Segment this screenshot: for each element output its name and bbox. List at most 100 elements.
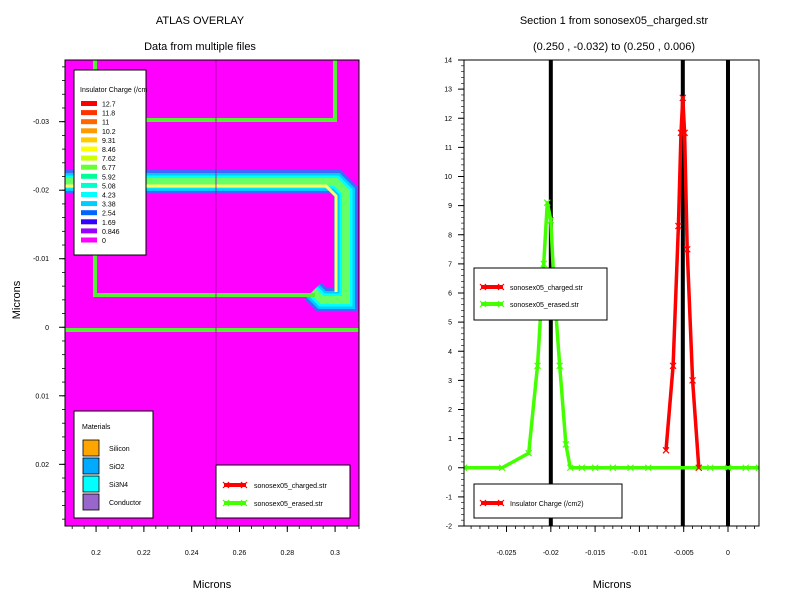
right-xtick-label-2: -0.015 [585,550,605,557]
right-legend-marker-start-0 [479,283,487,291]
right-xlabel: Microns [593,579,632,591]
left-title: ATLAS OVERLAY [156,15,245,27]
right-subtitle: (0.250 , -0.032) to (0.250 , 0.006) [533,41,695,53]
colorbar-swatch-4 [81,137,97,143]
colorbar-label-1: 11.8 [102,111,115,118]
left-axes: 0.2 0.22 0.24 0.26 0.28 0.3 -0.03 -0.02 -0.01 0 0.… [33,66,360,557]
left-plot-frame [64,59,360,527]
colorbar-swatch-11 [81,201,97,207]
colorbar-legend: Insulator Charge (/cm 12.7 11.8 11 10.2 9.31… [73,69,147,256]
series-0-point-0 [662,446,670,454]
right-ytick-label-1: -1 [446,494,452,501]
series-0-point-1 [669,362,677,370]
series-1-point-15 [644,464,652,472]
right-legend-marker-end-1 [497,300,505,308]
colorbar-swatch-7 [81,164,97,170]
material-swatch-3 [82,493,100,511]
right-ytick-label-10: 8 [448,232,452,239]
right-quantity-legend: Insulator Charge (/cm2) [473,483,623,519]
series-1-point-10 [566,464,574,472]
series-1-point-0 [464,464,468,472]
colorbar-label-7: 6.77 [102,165,116,172]
colorbar-swatch-13 [81,219,97,225]
series-1-point-12 [591,464,599,472]
series-1-point-1 [498,464,506,472]
right-axes: -0.025 -0.02 -0.015 -0.01 -0.005 0-2-10123456… [444,58,755,557]
material-swatch-2 [82,475,100,493]
series-0-point-8 [695,464,703,472]
series-0-point-2 [674,222,682,230]
charge-contour [65,170,358,312]
right-ytick-label-5: 3 [448,378,452,385]
colorbar-swatch-12 [81,210,97,216]
series-1-point-11 [578,464,586,472]
series-1-point-3 [534,362,541,370]
colorbar-swatch-2 [81,119,97,125]
material-label-0: Silicon [109,446,130,453]
quantity-legend-label-0: Insulator Charge (/cm2) [510,501,584,508]
right-xtick-label-1: -0.02 [543,550,559,557]
right-legend-marker-end-0 [497,283,505,291]
series-1-point-9 [562,441,570,448]
series-1-point-2 [525,449,533,457]
series-1-point-14 [627,464,634,472]
right-ytick-label-3: 1 [448,436,452,443]
left-xtick-label-0: 0.2 [91,550,101,557]
left-legend-marker-start-0 [222,481,230,489]
right-legend-marker-start-1 [479,300,487,308]
right-xtick-label-4: -0.005 [674,550,694,557]
colorbar-swatch-6 [81,155,97,161]
materials-legend: Materials Silicon SiO2 Si3N4 Conductor [73,410,154,519]
material-swatch-1 [82,457,100,475]
series-1-point-4 [540,260,548,268]
series-0-point-6 [683,245,691,253]
colorbar-label-6: 7.62 [102,156,116,163]
right-legend-label-1: sonosex05_erased.str [510,302,580,309]
right-ytick-label-9: 7 [448,261,452,268]
right-ytick-label-0: -2 [446,524,452,531]
left-ylabel: Microns [11,280,23,319]
series-0-point-7 [689,376,696,384]
colorbar-swatch-3 [81,128,97,134]
right-ytick-label-13: 11 [445,145,452,152]
left-ytick-label-2: -0.01 [33,256,49,263]
quantity-legend-marker-end-0 [497,499,505,507]
left-xtick-label-2: 0.24 [185,550,199,557]
colorbar-swatch-0 [81,101,97,106]
left-legend-label-0: sonosex05_charged.str [254,483,327,490]
left-legend-marker-end-0 [240,481,248,489]
right-title: Section 1 from sonosex05_charged.str [520,15,709,27]
colorbar-label-8: 5.92 [102,174,116,181]
colorbar-label-5: 8.46 [102,147,116,154]
materials-title: Materials [82,424,111,431]
series-1-point-5 [543,199,551,207]
left-subtitle: Data from multiple files [144,41,256,53]
colorbar-label-0: 12.7 [102,102,116,109]
left-ytick-label-0: -0.03 [33,119,49,126]
series-1-point-20 [755,464,759,472]
left-legend-marker-end-1 [240,499,248,507]
colorbar-label-10: 4.23 [102,193,116,200]
right-ytick-label-12: 10 [444,174,452,181]
colorbar-swatch-8 [81,173,97,179]
colorbar-swatch-9 [81,182,97,188]
colorbar-label-9: 5.08 [102,183,116,190]
left-xtick-label-5: 0.3 [330,550,340,557]
left-file-legend: sonosex05_charged.str sonosex05_erased.st… [215,464,351,519]
series-1-point-6 [547,216,555,224]
series-1-point-18 [724,464,732,472]
material-label-2: Si3N4 [109,482,128,489]
left-ytick-label-1: -0.02 [33,188,49,195]
colorbar-title: Insulator Charge (/cm [80,87,147,94]
right-ytick-label-7: 5 [448,320,452,327]
material-label-1: SiO2 [109,464,125,471]
right-ytick-label-6: 4 [448,349,452,356]
left-legend-marker-start-1 [222,499,230,507]
colorbar-label-2: 11 [102,120,109,127]
right-legend-label-0: sonosex05_charged.str [510,285,583,292]
colorbar-swatch-15 [81,237,97,243]
right-plot-content [464,60,759,526]
series-0-point-5 [681,129,689,137]
left-xlabel: Microns [193,579,232,591]
